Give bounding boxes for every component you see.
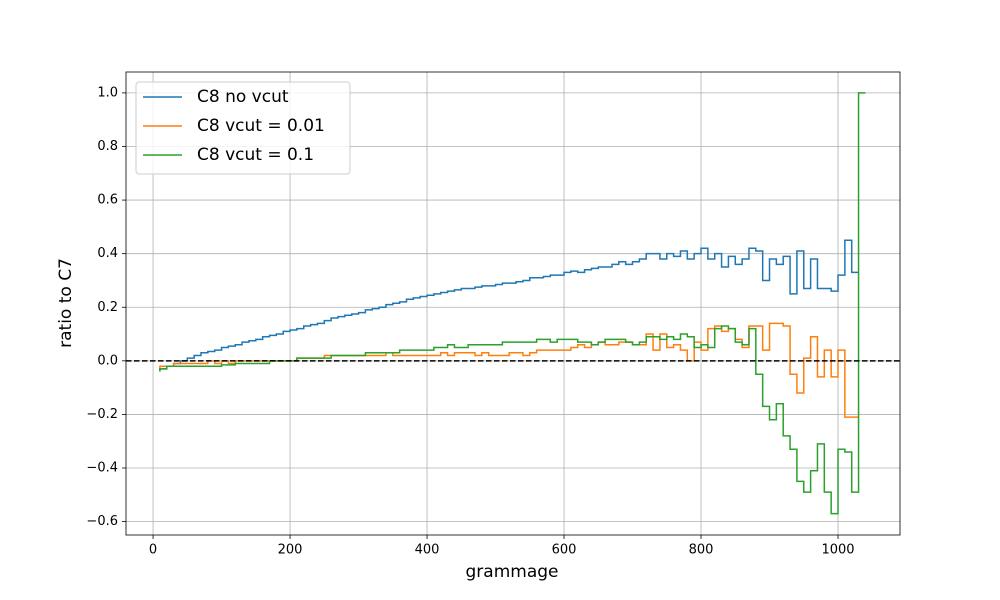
x-tick-label: 1000 <box>821 543 854 558</box>
y-tick-label: 0.6 <box>97 193 118 208</box>
x-tick-label: 800 <box>689 543 714 558</box>
y-tick-label: 0.2 <box>97 300 118 315</box>
x-tick-label: 200 <box>278 543 303 558</box>
x-tick-label: 400 <box>415 543 440 558</box>
step-line <box>159 92 866 515</box>
legend-label: C8 vcut = 0.01 <box>197 116 325 136</box>
x-tick-label: 0 <box>149 543 157 558</box>
y-tick-label: 0.8 <box>97 139 118 154</box>
legend-box <box>135 81 351 175</box>
y-axis-label: ratio to C7 <box>56 258 76 348</box>
step-line <box>159 239 859 372</box>
y-tick-label: −0.6 <box>86 514 118 529</box>
y-tick-label: 0.0 <box>97 353 118 368</box>
legend-label: C8 no vcut <box>197 87 289 107</box>
plot-frame <box>125 71 901 536</box>
y-tick-label: −0.4 <box>86 461 118 476</box>
y-tick-label: 1.0 <box>97 85 118 100</box>
x-tick-label: 600 <box>552 543 577 558</box>
x-axis-label: grammage <box>466 562 559 582</box>
y-tick-label: 0.4 <box>97 246 118 261</box>
y-tick-label: −0.2 <box>86 407 118 422</box>
legend-label: C8 vcut = 0.1 <box>197 145 314 165</box>
